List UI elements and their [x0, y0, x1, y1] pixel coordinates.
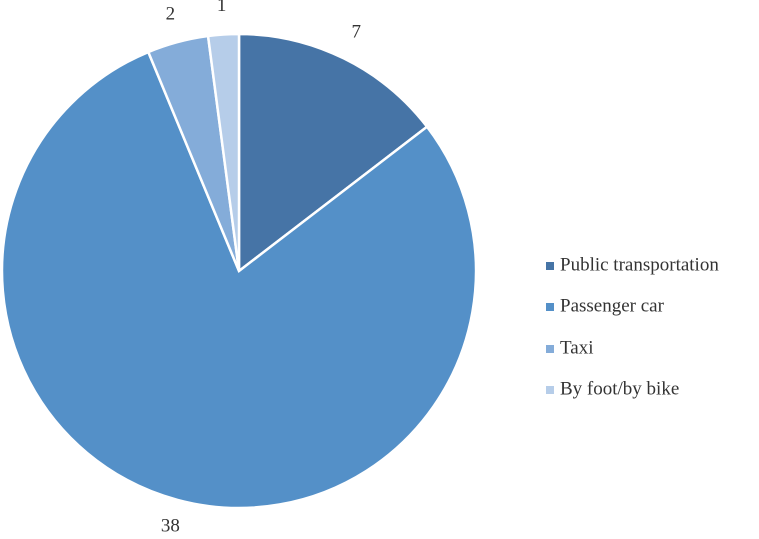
legend-label: Taxi	[560, 337, 594, 358]
legend-swatch	[546, 262, 554, 270]
legend-label: Passenger car	[560, 295, 665, 316]
legend-label: Public transportation	[560, 254, 719, 275]
data-label: 38	[161, 515, 180, 536]
legend-swatch	[546, 345, 554, 353]
pie-slice	[206, 32, 241, 272]
data-label: 1	[217, 0, 227, 16]
data-label: 7	[351, 22, 361, 43]
pie-slice	[0, 50, 478, 510]
legend-label: By foot/by bike	[560, 378, 679, 399]
pie-slice	[237, 32, 429, 274]
data-label: 2	[166, 3, 176, 24]
legend-swatch	[546, 386, 554, 394]
legend-swatch	[546, 303, 554, 311]
